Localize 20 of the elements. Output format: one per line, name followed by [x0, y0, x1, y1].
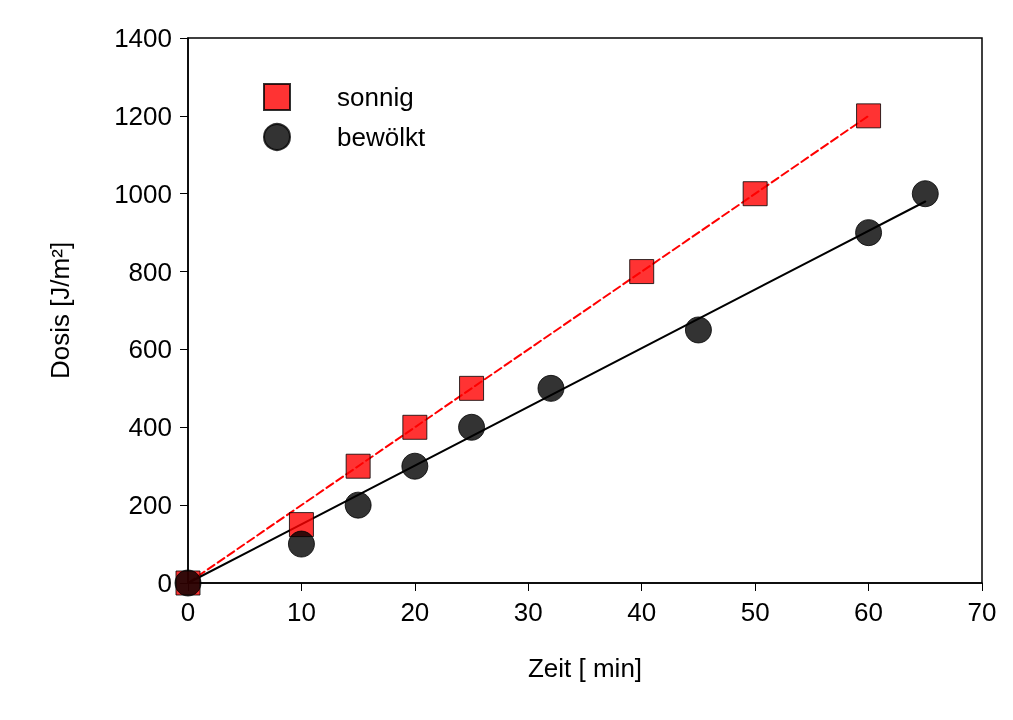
x-tick-label: 50: [740, 597, 770, 627]
y-tick-label: 1000: [114, 178, 172, 209]
y-tick-label: 800: [128, 256, 172, 287]
x-tick-label: 40: [627, 597, 657, 627]
x-tick-label: 70: [967, 597, 997, 627]
x-axis-title: Zeit [ min]: [527, 653, 643, 683]
x-tick-label: 60: [854, 597, 884, 627]
y-tick-label: 0: [157, 568, 172, 598]
y-axis-title: Dosis [J/m²]: [45, 241, 75, 380]
y-tick-label: 600: [128, 334, 172, 365]
x-tick-label: 30: [513, 597, 543, 627]
legend-label: sonnig: [337, 82, 414, 112]
x-tick-label: 10: [286, 597, 316, 627]
y-tick-label: 200: [128, 490, 172, 521]
y-tick-label: 400: [128, 412, 172, 443]
x-tick-label: 0: [180, 597, 196, 627]
legend-label: bewölkt: [337, 122, 426, 152]
x-tick-label: 20: [400, 597, 430, 627]
y-tick-label: 1200: [114, 100, 172, 131]
y-tick-label: 1400: [114, 23, 172, 53]
